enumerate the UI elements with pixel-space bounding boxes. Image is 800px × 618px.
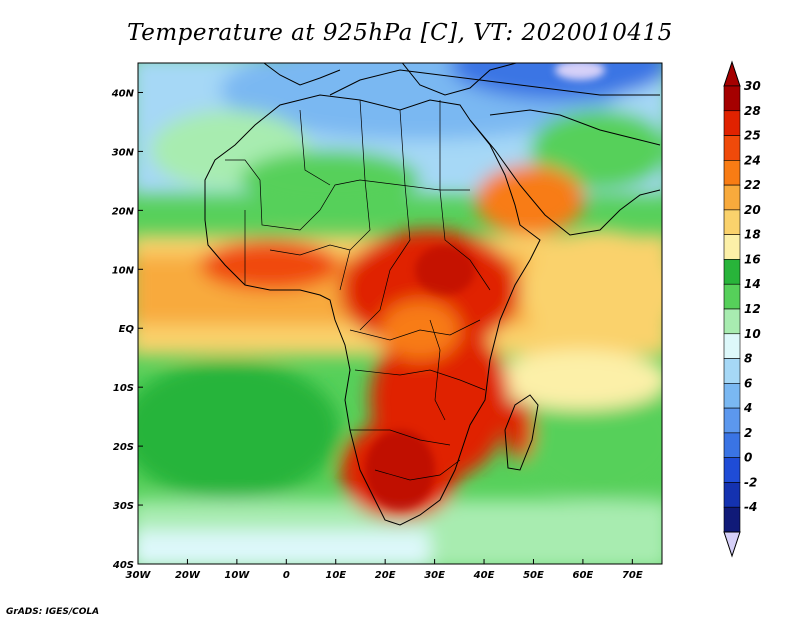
colorbar-label: 4 [743, 401, 752, 415]
colorbar-swatch [723, 407, 741, 434]
colorbar-swatch [723, 358, 741, 384]
temperature-field [138, 63, 662, 564]
lon-tick-label: 30W [126, 570, 152, 581]
colorbar-label: 16 [744, 252, 761, 266]
lon-tick-label: 0 [283, 570, 290, 581]
colorbar-label: 28 [744, 104, 761, 118]
colorbar-label: -2 [744, 475, 757, 489]
map-title: Temperature at 925hPa [C], VT: 202001041… [127, 20, 673, 46]
longitude-axis: 30W 20W 10W 0 10E 20E 30E 40E 50E 60E 70E [126, 559, 643, 581]
colorbar-label: -4 [744, 500, 757, 514]
lon-tick-label: 70E [622, 570, 643, 581]
lon-tick-label: 10W [224, 570, 250, 581]
lat-tick-label: EQ [119, 324, 135, 335]
lat-tick-label: 20S [113, 442, 134, 453]
colorbar-under-arrow [723, 531, 741, 558]
credit-label: GrADS: IGES/COLA [6, 607, 99, 617]
map-frame [137, 62, 663, 565]
colorbar-swatch [723, 85, 741, 112]
lat-tick-label: 10S [113, 383, 134, 394]
lat-tick-label: 40N [111, 88, 135, 99]
colorbar-swatch [723, 333, 741, 359]
lon-tick-label: 30E [424, 570, 445, 581]
colorbar-swatch [723, 432, 741, 458]
colorbar-swatch [723, 184, 741, 211]
lat-tick-label: 30S [113, 501, 134, 512]
colorbar-swatch [723, 308, 741, 335]
colorbar-swatch [723, 209, 741, 235]
colorbar-swatch [723, 383, 741, 409]
colorbar-swatch [723, 506, 741, 533]
colorbar-label: 18 [744, 228, 761, 242]
lon-tick-label: 40E [473, 570, 495, 581]
colorbar-label: 2 [744, 426, 752, 440]
lat-tick-label: 40S [112, 560, 134, 571]
lat-tick-label: 30N [112, 147, 135, 158]
colorbar-label: 0 [744, 451, 752, 465]
lat-tick-label: 20N [112, 206, 135, 217]
lon-tick-label: 50E [523, 570, 544, 581]
colorbar-swatch [723, 234, 741, 260]
colorbar-label: 10 [744, 327, 761, 341]
colorbar-label: 20 [744, 203, 761, 217]
colorbar-label: 24 [744, 153, 761, 167]
colorbar-swatch [723, 160, 741, 186]
colorbar-swatch [723, 110, 741, 136]
colorbar-swatch [723, 135, 741, 161]
lon-tick-label: 10E [325, 570, 346, 581]
colorbar-label: 12 [744, 302, 761, 316]
colorbar-label: 25 [744, 129, 761, 143]
lon-tick-label: 20E [375, 570, 396, 581]
coastlines [204, 63, 661, 526]
colorbar-label: 14 [744, 277, 761, 291]
latitude-axis: 40N 30N 20N 10N EQ 10S 20S 30S 40S [111, 88, 143, 571]
colorbar-label: 30 [744, 79, 761, 93]
colorbar-swatch [723, 482, 741, 508]
colorbar-swatch [723, 283, 741, 310]
lon-tick-label: 60E [573, 570, 594, 581]
country-borders [225, 99, 491, 481]
lat-tick-label: 10N [112, 265, 135, 276]
colorbar-swatch [723, 259, 741, 285]
lon-tick-label: 20W [175, 570, 201, 581]
colorbar-over-arrow [723, 60, 741, 87]
colorbar-label: 8 [744, 352, 752, 366]
colorbar-label: 6 [744, 376, 752, 390]
colorbar-swatch [723, 457, 741, 483]
colorbar-label: 22 [744, 178, 761, 192]
